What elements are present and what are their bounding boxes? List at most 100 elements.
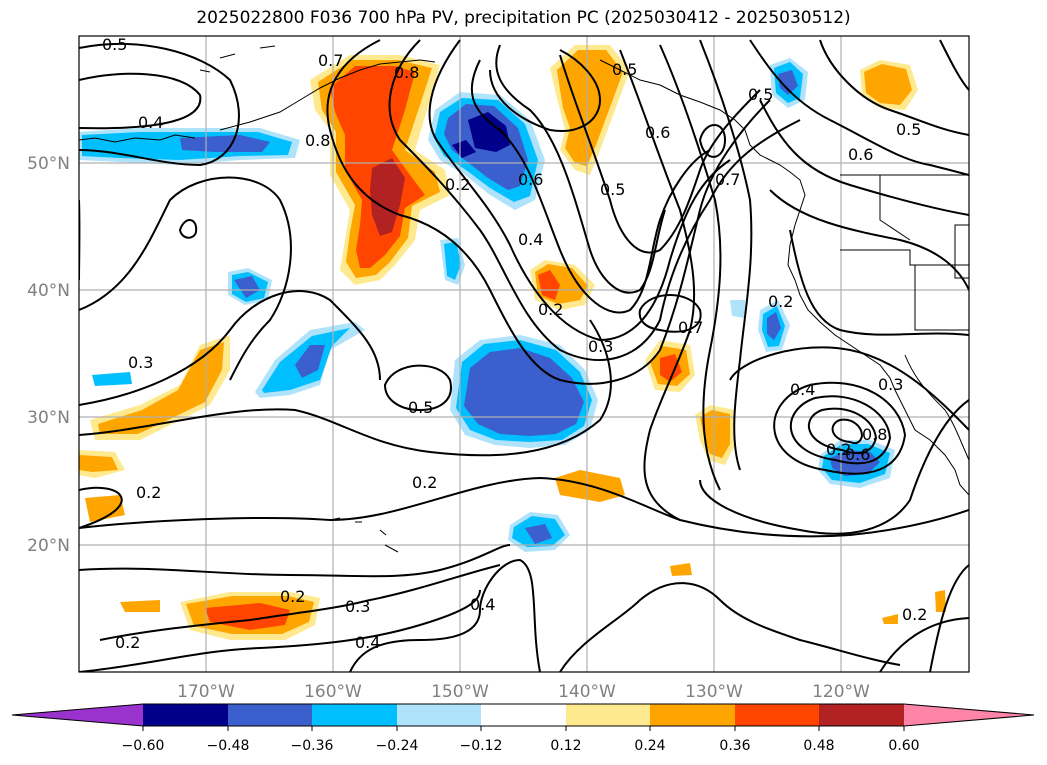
colorbar-segment <box>397 704 481 726</box>
colorbar-segment <box>228 704 312 726</box>
contour-line <box>659 44 722 491</box>
contour-line <box>79 589 481 672</box>
contour-line <box>619 49 696 521</box>
contour-label: 0.6 <box>518 170 543 189</box>
contour-line <box>470 59 711 314</box>
contour-line <box>349 558 541 672</box>
contour-line <box>773 381 907 475</box>
contour-label: 0.7 <box>678 318 703 337</box>
precip-area <box>557 50 623 166</box>
precip-area <box>295 345 325 378</box>
contour-label: 0.2 <box>412 473 437 492</box>
precip-area <box>538 270 560 300</box>
coastline <box>879 175 911 241</box>
map-title: 2025022800 F036 700 hPa PV, precipitatio… <box>196 8 851 28</box>
colorbar-tick-label: 0.48 <box>803 738 834 754</box>
contour-line <box>388 39 801 361</box>
precip-area <box>525 524 552 544</box>
contour-label: 0.3 <box>345 597 370 616</box>
contour-label: 0.5 <box>748 85 773 104</box>
contour-line <box>99 564 501 641</box>
colorbar: −0.60 −0.48 −0.36 −0.24 −0.12 0.12 0.24 … <box>11 703 1035 754</box>
precip-area <box>464 348 584 436</box>
contour-line <box>428 39 731 342</box>
precip-positive-fields <box>79 45 946 640</box>
contour-line <box>789 229 969 336</box>
precip-area <box>660 354 682 382</box>
contour-line <box>699 399 969 535</box>
precip-area <box>864 64 912 105</box>
contour-label: 0.2 <box>768 292 793 311</box>
contour-line <box>699 39 753 471</box>
contour-label: 0.4 <box>470 595 495 614</box>
colorbar-segment <box>566 704 650 726</box>
precip-area <box>778 70 798 95</box>
coastline <box>840 249 969 266</box>
contour-line <box>749 39 969 176</box>
contour-line <box>939 39 969 91</box>
colorbar-tick-label: 0.36 <box>719 738 750 754</box>
contour-line <box>489 49 602 132</box>
lon-label: 170°W <box>177 682 235 702</box>
contour-label: 0.3 <box>588 337 613 356</box>
contour-label: 0.6 <box>845 445 870 464</box>
contour-line <box>79 42 240 167</box>
contour-label: 0.8 <box>862 425 887 444</box>
coastline <box>79 134 196 143</box>
colorbar-tick-label: −0.36 <box>291 738 334 754</box>
contour-line <box>495 44 666 294</box>
contour-line <box>729 346 969 431</box>
contour-label: 0.8 <box>394 63 419 82</box>
colorbar-segment <box>312 704 397 726</box>
precip-area <box>700 410 730 458</box>
precip-area <box>935 590 946 612</box>
precip-area <box>468 112 510 152</box>
coastline <box>904 354 969 461</box>
contour-label: 0.3 <box>128 353 153 372</box>
colorbar-tick-label: 0.24 <box>634 738 665 754</box>
precip-area <box>92 372 132 386</box>
contour-label: 0.2 <box>136 483 161 502</box>
colorbar-segment <box>735 704 819 726</box>
precip-area <box>120 600 160 612</box>
colorbar-tick-label: −0.60 <box>122 738 165 754</box>
contour-line <box>79 72 202 130</box>
contour-line <box>79 476 969 538</box>
contour-line <box>638 294 702 333</box>
precip-area <box>452 140 476 158</box>
contour-line <box>759 99 969 216</box>
contour-label: 0.4 <box>790 380 815 399</box>
contour-label: 0.4 <box>138 113 163 132</box>
precip-area <box>670 563 692 576</box>
contour-labels: 0.5 0.4 0.7 0.8 0.8 0.2 0.6 0.5 0.6 0.7 … <box>102 35 927 652</box>
lat-label: 40°N <box>27 281 70 301</box>
contour-label: 0.5 <box>896 120 921 139</box>
colorbar-segment <box>650 704 735 726</box>
contour-label: 0.4 <box>355 633 380 652</box>
precip-area <box>767 312 781 340</box>
lat-label: 30°N <box>27 408 70 428</box>
lon-axis: 170°W 160°W 150°W 140°W 130°W 120°W <box>177 682 870 702</box>
contour-label: 0.2 <box>826 440 851 459</box>
precip-area <box>79 455 118 472</box>
colorbar-tick-label: −0.24 <box>376 738 419 754</box>
colorbar-segment <box>481 704 566 726</box>
contour-label: 0.6 <box>645 123 670 142</box>
contour-label: 0.2 <box>902 605 927 624</box>
colorbar-segment <box>904 704 1034 726</box>
contour-line <box>807 407 878 455</box>
contour-line <box>559 582 901 672</box>
contour-label: 0.5 <box>102 35 127 54</box>
contour-label: 0.2 <box>280 587 305 606</box>
colorbar-segment <box>143 704 228 726</box>
contour-line <box>698 124 727 158</box>
contour-label: 0.2 <box>445 175 470 194</box>
coastline <box>599 59 969 496</box>
contour-line <box>831 418 864 445</box>
precip-area <box>882 614 898 624</box>
contour-label: 0.5 <box>408 398 433 417</box>
lon-label: 120°W <box>812 682 870 702</box>
contour-label: 0.4 <box>518 230 543 249</box>
lon-label: 150°W <box>431 682 489 702</box>
contour-label: 0.7 <box>318 51 343 70</box>
